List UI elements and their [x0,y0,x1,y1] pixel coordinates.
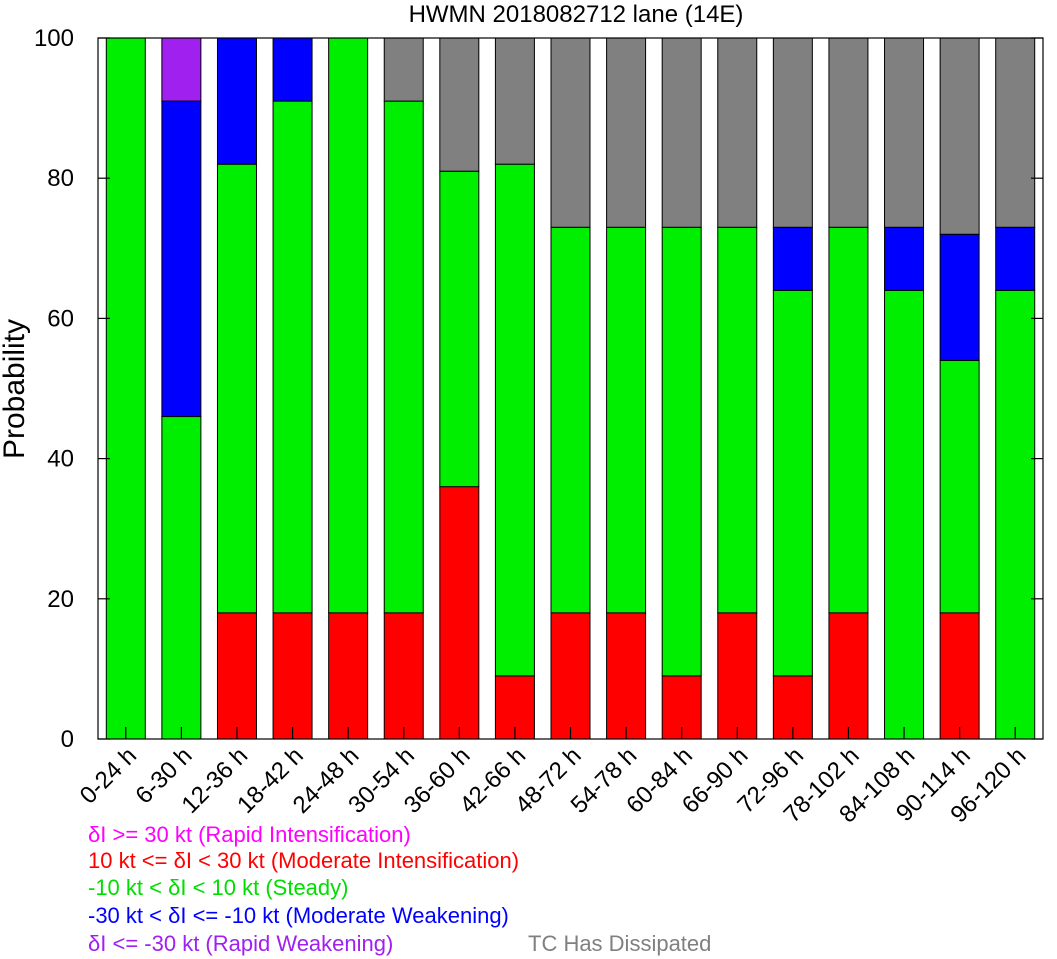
bar-segment-moderate-intensification [717,612,758,740]
bar-segment-moderate-intensification [550,612,591,740]
bar-segment-dissipated [772,37,813,228]
bar-segment-steady [772,289,813,677]
bar-segment-moderate-weakening [939,233,980,361]
axes-layer: 0 20 40 60 80 100 [34,25,1044,753]
bar-segment-steady [494,163,535,677]
bar-segment-dissipated [995,37,1036,228]
y-tick-label: 100 [34,25,74,52]
bar-segment-dissipated [717,37,758,228]
y-tick-label: 0 [61,726,74,753]
y-tick-label: 20 [47,586,74,613]
x-tick-label: 0-24 h [75,742,142,809]
y-tick-label: 40 [47,446,74,473]
bar-segment-moderate-weakening [884,226,925,291]
bar-segment-moderate-intensification [439,486,480,740]
legend-rapid-intensification: δI >= 30 kt (Rapid Intensification) [88,822,411,847]
chart-title: HWMN 2018082712 lane (14E) [409,1,744,28]
bar-segment-moderate-intensification [939,612,980,740]
bar-segment-moderate-weakening [161,100,202,418]
bar-segment-dissipated [494,37,535,165]
bar-segment-steady [939,359,980,614]
legend-dissipated: TC Has Dissipated [528,931,712,956]
bar-segment-steady [105,37,146,740]
bar-segment-steady [439,170,480,488]
bar-segment-moderate-intensification [383,612,424,740]
bar-segment-dissipated [439,37,480,172]
bar-segment-dissipated [828,37,869,228]
bar-segment-dissipated [884,37,925,228]
legend-rapid-weakening: δI <= -30 kt (Rapid Weakening) [88,931,394,956]
bar-segment-moderate-weakening [216,37,257,165]
bar-segment-dissipated [550,37,591,228]
bar-segment-steady [161,416,202,740]
bars-layer [105,37,1036,740]
bar-segment-dissipated [661,37,702,228]
legend-moderate-intensification: 10 kt <= δI < 30 kt (Moderate Intensific… [88,848,520,873]
y-tick-label: 80 [47,165,74,192]
bar-segment-steady [383,100,424,614]
bar-segment-moderate-weakening [772,226,813,291]
bar-segment-dissipated [939,37,980,235]
bar-segment-moderate-weakening [995,226,1036,291]
bar-segment-steady [550,226,591,614]
bar-segment-steady [606,226,647,614]
bar-segment-rapid-weakening [161,37,202,102]
legend-steady: -10 kt < δI < 10 kt (Steady) [88,875,349,900]
bar-segment-steady [272,100,313,614]
bar-segment-steady [661,226,702,677]
bar-segment-moderate-intensification [272,612,313,740]
bar-segment-steady [328,37,369,614]
x-tick-labels: 0-24 h6-30 h12-36 h18-42 h24-48 h30-54 h… [75,742,1032,828]
bar-segment-moderate-intensification [606,612,647,740]
bar-segment-moderate-intensification [216,612,257,740]
y-axis-label: Probability [0,319,31,459]
bar-segment-moderate-weakening [272,37,313,102]
bar-segment-dissipated [383,37,424,102]
y-tick-label: 60 [47,305,74,332]
bar-segment-steady [216,163,257,614]
bar-segment-steady [828,226,869,614]
bar-segment-moderate-intensification [828,612,869,740]
bar-segment-steady [717,226,758,614]
bar-segment-steady [995,289,1036,740]
bar-segment-dissipated [606,37,647,228]
bar-segment-moderate-intensification [328,612,369,740]
legend-moderate-weakening: -30 kt < δI <= -10 kt (Moderate Weakenin… [88,903,509,928]
bar-segment-steady [884,289,925,740]
